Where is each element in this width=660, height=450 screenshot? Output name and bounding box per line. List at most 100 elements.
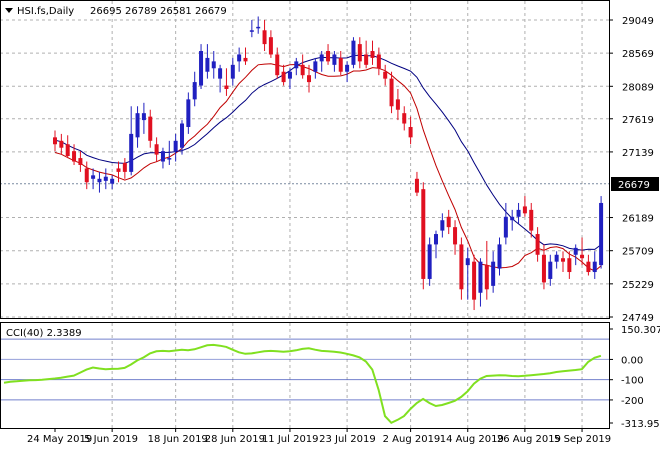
candle-body xyxy=(599,202,604,266)
price-tick-label: 24749 xyxy=(622,313,654,324)
candle-body xyxy=(592,261,597,273)
candle-body xyxy=(516,209,521,217)
time-tick-label: 2 Aug 2019 xyxy=(383,434,441,445)
candle-body xyxy=(345,64,350,72)
price-tick-label: 26189 xyxy=(622,214,654,225)
cci-tick-label: -100 xyxy=(621,376,644,387)
time-tick-label: 24 May 2019 xyxy=(27,434,92,445)
candle-body xyxy=(370,51,375,58)
candle-body xyxy=(129,133,134,172)
candle-body xyxy=(224,85,229,90)
candle-body xyxy=(376,54,381,69)
price-tick-label: 28089 xyxy=(622,82,654,93)
candle-body xyxy=(243,57,248,62)
price-axis-labels: 29049 28569 28089 27619 27139 26189 25709 25229… xyxy=(609,16,654,324)
cci-panel-frame xyxy=(0,322,610,429)
candle-body xyxy=(91,175,96,179)
ma-fast-line xyxy=(54,63,602,272)
candle-body xyxy=(78,158,83,165)
time-tick-label: 11 Jul 2019 xyxy=(262,434,319,445)
candle-body xyxy=(554,254,559,262)
ohlc-label: 26695 26789 26581 26679 xyxy=(90,6,227,17)
candle-body xyxy=(465,258,470,266)
cci-line xyxy=(3,343,602,425)
candle-body xyxy=(459,244,464,290)
candle-body xyxy=(491,261,496,286)
candle-body xyxy=(478,261,483,293)
candle-body xyxy=(561,258,565,262)
candle-body xyxy=(122,162,127,172)
candle-body xyxy=(230,64,235,79)
price-tick-label: 25709 xyxy=(622,247,654,258)
candle-body xyxy=(237,54,242,62)
candle-body xyxy=(434,234,438,245)
cci-axis-labels: 150.3071 0.00 -100 -200 -313.9508 xyxy=(609,325,660,430)
candle-body xyxy=(141,113,146,121)
last-price-tag-bg xyxy=(611,177,659,191)
candle-body xyxy=(408,126,413,138)
candle-body xyxy=(529,209,534,231)
candle-body xyxy=(319,54,324,62)
candle-body xyxy=(287,71,292,79)
time-tick-label: 26 Aug 2019 xyxy=(497,434,561,445)
candle-body xyxy=(522,206,527,214)
last-price-tag: 26679 xyxy=(611,177,659,191)
candle-body xyxy=(338,57,343,72)
dropdown-triangle-icon[interactable] xyxy=(5,8,13,13)
time-tick-label: 28 Jun 2019 xyxy=(205,434,265,445)
candle-body xyxy=(173,140,178,152)
time-tick-label: 5 Jun 2019 xyxy=(84,434,138,445)
candle-body xyxy=(548,261,553,279)
candle-body xyxy=(535,234,540,255)
cci-grid xyxy=(0,323,609,428)
candle-body xyxy=(364,54,369,65)
candle-body xyxy=(148,116,153,141)
candle-body xyxy=(205,57,210,72)
symbol-label: HSI.fs,Daily xyxy=(17,6,74,17)
cci-tick-label: -200 xyxy=(621,396,644,407)
candle-body xyxy=(110,178,115,184)
chart-header: HSI.fs,Daily 26695 26789 26581 26679 xyxy=(5,6,227,17)
time-tick-label: 14 Aug 2019 xyxy=(440,434,504,445)
candle-body xyxy=(453,227,458,245)
candle-body xyxy=(586,261,591,273)
candle-body xyxy=(472,261,477,300)
candles xyxy=(53,16,604,311)
candle-body xyxy=(186,99,191,127)
candle-body xyxy=(97,178,102,183)
candle-body xyxy=(580,254,585,259)
candle-body xyxy=(281,71,286,83)
last-price-label: 26679 xyxy=(618,180,650,191)
price-tick-label: 27619 xyxy=(622,115,654,126)
cci-plot xyxy=(3,343,602,425)
candle-body xyxy=(351,40,356,65)
cci-label: CCI(40) 2.3389 xyxy=(6,328,82,339)
candle-body xyxy=(567,258,572,273)
main-panel-frame xyxy=(0,0,610,319)
candle-body xyxy=(440,220,445,231)
candle-body xyxy=(180,123,184,148)
candle-body xyxy=(307,75,311,83)
candle-body xyxy=(72,151,77,162)
candle-body xyxy=(59,140,64,148)
candle-body xyxy=(249,30,254,32)
candle-body xyxy=(294,61,299,69)
price-tick-label: 29049 xyxy=(622,16,654,27)
candle-body xyxy=(218,68,223,79)
cci-tick-label: 150.3071 xyxy=(621,325,660,336)
candle-body xyxy=(421,189,426,279)
candle-body xyxy=(541,254,546,283)
time-tick-label: 5 Sep 2019 xyxy=(554,434,611,445)
candle-body xyxy=(154,144,159,155)
time-tick-label: 23 Jul 2019 xyxy=(319,434,376,445)
candle-body xyxy=(84,168,89,183)
candle-body xyxy=(275,54,280,76)
candle-body xyxy=(160,151,165,162)
candle-body xyxy=(116,168,121,172)
candle-body xyxy=(192,82,197,100)
candle-body xyxy=(389,78,394,107)
candle-body xyxy=(503,216,508,238)
candle-body xyxy=(135,113,140,138)
